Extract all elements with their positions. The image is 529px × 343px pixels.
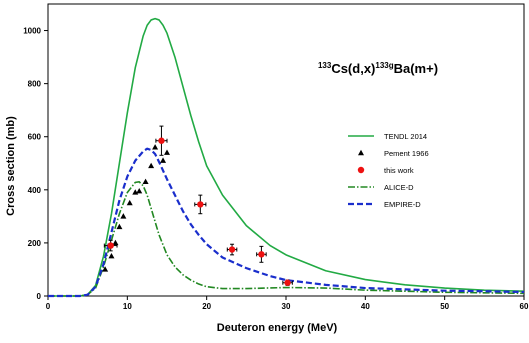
data-point-triangle [102,266,109,272]
legend: TENDL 2014 Pement 1966 this work ALICE-D EMP… [348,132,429,209]
data-point-triangle [136,187,143,194]
data-point-circle [158,137,165,144]
data-point-circle [107,242,114,249]
data-point-triangle [160,157,167,163]
y-tick-label: 1000 [23,27,41,36]
data-point-triangle [164,149,170,155]
x-tick-label: 50 [440,302,449,311]
data-point-circle [228,246,236,253]
y-tick-label: 0 [37,292,42,301]
data-point-triangle [148,162,155,169]
legend-label: Pement 1966 [384,149,429,158]
chart-title-part: 133g [375,61,393,70]
data-point-triangle [152,144,159,150]
y-tick-label: 800 [28,80,42,89]
legend-label: ALICE-D [384,183,414,192]
y-tick-label: 400 [28,186,42,195]
plot-frame [47,3,525,297]
x-tick-label: 10 [123,302,132,311]
data-point-circle [357,166,365,174]
data-point-triangle [120,213,127,219]
x-axis-label: Deuteron energy (MeV) [217,322,338,334]
y-tick-label: 600 [28,133,42,142]
legend-item: Pement 1966 [358,149,429,158]
series-line-empire-d [48,147,525,298]
data-point-triangle [108,252,115,259]
x-tick-label: 40 [361,302,370,311]
data-point-circle [197,201,204,208]
plot-area [48,17,525,298]
y-axis-label: Cross section (mb) [5,116,17,216]
data-point-triangle [116,223,123,230]
y-tick-label: 200 [28,239,42,248]
x-tick-label: 60 [520,302,529,311]
legend-label: TENDL 2014 [384,132,427,141]
legend-item: ALICE-D [348,183,414,192]
data-point-triangle [358,149,364,156]
legend-label: EMPIRE-D [384,200,421,209]
legend-label: this work [384,166,414,175]
chart-title-part: Ba(m+) [394,61,438,76]
chart-title: 133Cs(d,x)133gBa(m+) [318,61,438,76]
legend-item: this work [357,166,414,175]
data-point-triangle [142,178,149,185]
chart-title-part: Cs(d,x) [331,61,375,76]
data-point-circle [284,279,291,286]
chart-title-part: 133 [318,61,332,70]
legend-item: EMPIRE-D [348,200,421,209]
legend-item: TENDL 2014 [348,132,427,141]
x-tick-label: 30 [282,302,291,311]
series-line-alice-d [48,181,525,297]
x-tick-label: 20 [202,302,211,311]
data-point-circle [258,251,265,258]
data-point-triangle [126,199,133,206]
series-line-tendl-2014 [48,17,525,297]
x-tick-label: 0 [46,302,51,311]
